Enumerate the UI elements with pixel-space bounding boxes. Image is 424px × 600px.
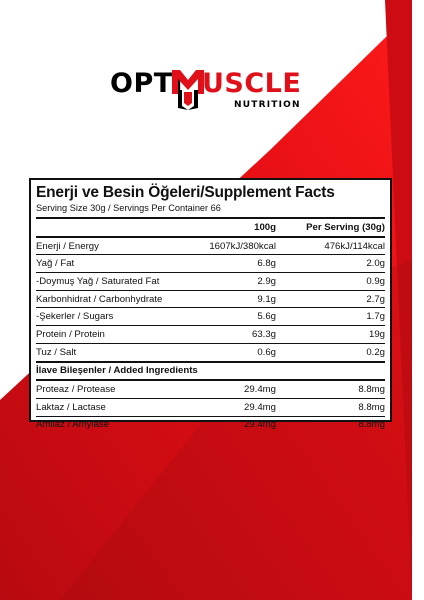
header-per-100g: 100g bbox=[254, 221, 276, 233]
value-per-serving: 8.8mg bbox=[358, 419, 385, 431]
value-per-100g: 29.4mg bbox=[244, 401, 276, 413]
brand-logo: OPTI USCLE NUTRITION bbox=[110, 66, 314, 114]
ingredient-name: Amilaz / Amylase bbox=[36, 419, 110, 431]
value-per-100g: 6.8g bbox=[257, 258, 276, 270]
value-per-100g: 0.6g bbox=[257, 346, 276, 358]
value-per-serving: 19g bbox=[368, 328, 385, 340]
facts-row-energy: Enerji / Energy 1607kJ/380kcal 476kJ/114… bbox=[36, 235, 385, 255]
value-per-100g: 2.9g bbox=[257, 275, 276, 287]
supplement-facts-panel: Enerji ve Besin Öğeleri/Supplement Facts… bbox=[29, 178, 392, 430]
value-per-serving: 0.9g bbox=[366, 275, 385, 287]
brand-name-part2: USCLE bbox=[202, 68, 302, 99]
value-per-serving: 2.0g bbox=[366, 258, 385, 270]
value-per-100g: 29.4mg bbox=[244, 419, 276, 431]
facts-title: Enerji ve Besin Öğeleri/Supplement Facts bbox=[36, 184, 335, 201]
value-per-serving: 8.8mg bbox=[358, 384, 385, 396]
facts-row-amylase: Amilaz / Amylase 29.4mg 8.8mg bbox=[36, 415, 385, 434]
nutrient-name: Tuz / Salt bbox=[36, 346, 77, 358]
value-per-100g: 1607kJ/380kcal bbox=[209, 240, 276, 252]
value-per-100g: 5.6g bbox=[257, 311, 276, 323]
facts-row-lactase: Laktaz / Lactase 29.4mg 8.8mg bbox=[36, 397, 385, 416]
section-title: İlave Bileşenler / Added Ingredients bbox=[36, 365, 198, 377]
value-per-serving: 1.7g bbox=[366, 311, 385, 323]
value-per-serving: 8.8mg bbox=[358, 401, 385, 413]
nutrient-name: -Doymuş Yağ / Saturated Fat bbox=[36, 275, 160, 287]
facts-row-carbohydrate: Karbonhidrat / Carbonhydrate 9.1g 2.7g bbox=[36, 289, 385, 308]
value-per-100g: 29.4mg bbox=[244, 384, 276, 396]
brand-tagline: NUTRITION bbox=[234, 100, 301, 110]
brand-m-emblem-icon bbox=[172, 70, 204, 110]
header-per-serving: Per Serving (30g) bbox=[306, 221, 385, 233]
value-per-serving: 476kJ/114kcal bbox=[324, 240, 385, 252]
facts-row-salt: Tuz / Salt 0.6g 0.2g bbox=[36, 342, 385, 361]
facts-row-protease: Proteaz / Protease 29.4mg 8.8mg bbox=[36, 379, 385, 398]
added-ingredients-heading: İlave Bileşenler / Added Ingredients bbox=[36, 360, 385, 380]
ingredient-name: Proteaz / Protease bbox=[36, 384, 116, 396]
facts-row-protein: Protein / Protein 63.3g 19g bbox=[36, 325, 385, 343]
facts-row-saturated-fat: -Doymuş Yağ / Saturated Fat 2.9g 0.9g bbox=[36, 272, 385, 290]
brand-name-part1: OPTI bbox=[110, 68, 184, 99]
serving-size-text: Serving Size 30g / Servings Per Containe… bbox=[36, 203, 221, 213]
facts-header-row: 100g Per Serving (30g) bbox=[36, 217, 385, 236]
facts-row-fat: Yağ / Fat 6.8g 2.0g bbox=[36, 254, 385, 272]
nutrient-name: Yağ / Fat bbox=[36, 258, 75, 270]
nutrient-name: Karbonhidrat / Carbonhydrate bbox=[36, 293, 163, 305]
value-per-100g: 9.1g bbox=[257, 293, 276, 305]
nutrient-name: Enerji / Energy bbox=[36, 240, 99, 252]
value-per-100g: 63.3g bbox=[251, 328, 276, 340]
nutrient-name: Protein / Protein bbox=[36, 328, 105, 340]
ingredient-name: Laktaz / Lactase bbox=[36, 401, 106, 413]
nutrient-name: -Şekerler / Sugars bbox=[36, 311, 114, 323]
value-per-serving: 0.2g bbox=[366, 346, 385, 358]
value-per-serving: 2.7g bbox=[366, 293, 385, 305]
facts-row-sugars: -Şekerler / Sugars 5.6g 1.7g bbox=[36, 307, 385, 325]
